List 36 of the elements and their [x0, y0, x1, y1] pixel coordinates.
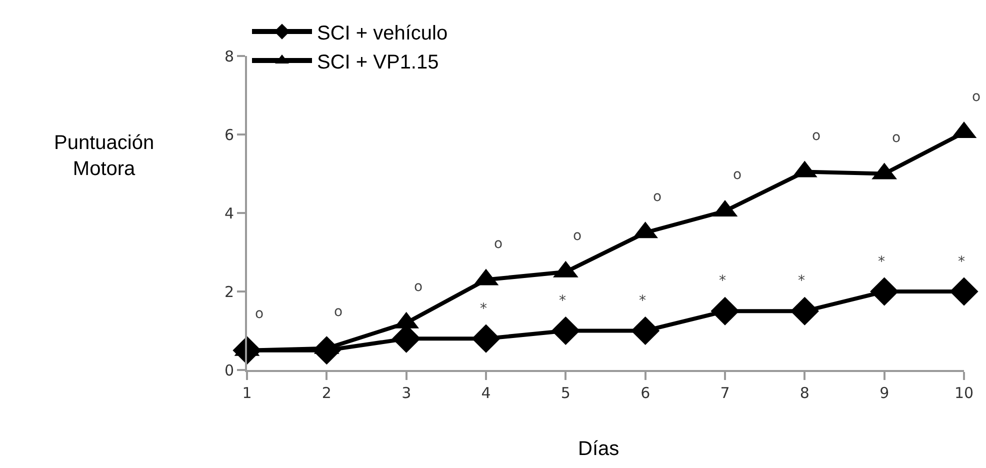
- x-tick-label: 8: [800, 384, 810, 402]
- annotation: o: [812, 128, 821, 144]
- annotation: *: [559, 293, 566, 309]
- y-tick-label: 4: [224, 204, 234, 222]
- y-tick-label: 0: [224, 361, 234, 380]
- x-tick-label: 7: [720, 384, 730, 402]
- annotation: *: [798, 273, 805, 289]
- annotation: o: [334, 304, 343, 320]
- annotation: o: [653, 189, 662, 205]
- y-axis-title: Puntuación Motora: [54, 132, 154, 180]
- y-tick-label: 6: [224, 126, 234, 144]
- text: o: [972, 89, 981, 105]
- x-tick-label: 5: [560, 384, 570, 402]
- annotation: o: [573, 228, 582, 244]
- annotation: *: [958, 254, 965, 270]
- x-axis-title: Días: [578, 438, 620, 460]
- y-tick-label: 8: [224, 47, 234, 66]
- legend-label: SCI + VP1.15: [317, 51, 439, 74]
- legend-label: SCI + vehículo: [317, 22, 448, 44]
- annotation: o: [733, 167, 742, 183]
- x-tick-label: 2: [322, 384, 332, 402]
- annotation: o: [494, 236, 503, 252]
- annotation: o: [414, 279, 423, 295]
- x-tick-label: 9: [880, 384, 890, 402]
- annotation: o: [892, 130, 901, 146]
- annotation: *: [719, 273, 726, 289]
- x-tick-label: 10: [954, 384, 974, 402]
- x-tick-label: 4: [481, 384, 491, 402]
- y-tick-label: 2: [224, 282, 234, 301]
- annotation: *: [639, 293, 646, 309]
- x-tick-label: 3: [402, 384, 412, 402]
- annotation: *: [878, 254, 885, 270]
- annotation: *: [480, 301, 487, 317]
- x-tick-label: 1: [242, 384, 252, 402]
- x-tick-label: 6: [640, 384, 650, 402]
- annotation: o: [255, 306, 264, 322]
